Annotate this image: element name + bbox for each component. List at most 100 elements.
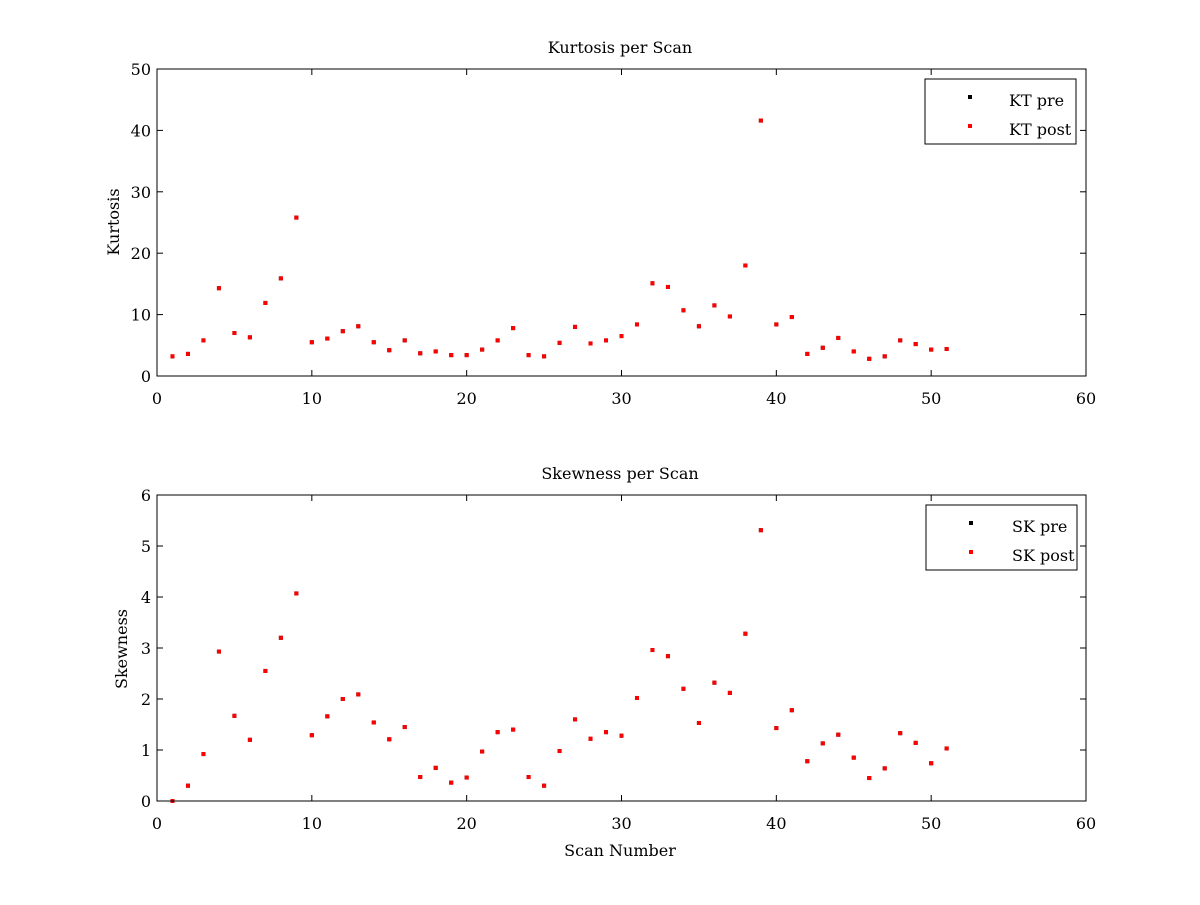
- kurtosis-point-post: [340, 329, 345, 334]
- kurtosis-legend-label-post: KT post: [1009, 120, 1072, 139]
- kurtosis-point-post: [449, 353, 454, 358]
- kurtosis-x-tick-label: 0: [152, 389, 162, 408]
- kurtosis-title: Kurtosis per Scan: [548, 38, 692, 57]
- skewness-legend-label-post: SK post: [1012, 546, 1075, 565]
- skewness-point-post: [294, 591, 299, 596]
- skewness-point-post: [201, 752, 206, 757]
- skewness-legend-box: [925, 504, 1078, 571]
- skewness-point-post: [557, 749, 562, 754]
- skewness-point-post: [681, 686, 686, 691]
- kurtosis-x-tick-label: 40: [766, 389, 786, 408]
- skewness-point-post: [573, 717, 578, 722]
- kurtosis-subplot: Kurtosis per Scan Kurtosis 0 10 20 30 40 50 60…: [104, 38, 1096, 408]
- kurtosis-point-post: [727, 314, 732, 319]
- kurtosis-point-post: [913, 342, 918, 347]
- skewness-y-tick-label: 4: [141, 588, 151, 607]
- kurtosis-point-post: [526, 353, 531, 358]
- kurtosis-axes-box: [156, 68, 1087, 377]
- skewness-point-post: [789, 708, 794, 713]
- kurtosis-point-post: [929, 347, 934, 352]
- skewness-y-tick-label: 5: [141, 537, 151, 556]
- kurtosis-ticks: 0 10 20 30 40 50 60 0 10 20 30 40 50: [131, 60, 1097, 408]
- kurtosis-point-post: [836, 335, 841, 340]
- skewness-point-post: [495, 730, 500, 735]
- skewness-point-post: [898, 731, 903, 736]
- skewness-legend-marker-pre: [969, 521, 973, 525]
- kurtosis-point-post: [774, 322, 779, 327]
- kurtosis-point-post: [619, 334, 624, 339]
- skewness-point-post: [619, 733, 624, 738]
- skewness-point-post: [216, 649, 221, 654]
- kurtosis-legend-label-pre: KT pre: [1009, 91, 1064, 110]
- kurtosis-points: [170, 118, 949, 361]
- kurtosis-point-post: [309, 340, 314, 345]
- kurtosis-point-post: [696, 324, 701, 329]
- kurtosis-point-post: [805, 351, 810, 356]
- skewness-point-post: [758, 528, 763, 533]
- skewness-point-post: [882, 766, 887, 771]
- skewness-point-post: [588, 736, 593, 741]
- kurtosis-legend-marker-pre: [968, 95, 972, 99]
- skewness-point-post: [340, 697, 345, 701]
- kurtosis-point-post: [542, 354, 547, 359]
- kurtosis-point-post: [820, 345, 825, 350]
- kurtosis-point-post: [216, 286, 221, 291]
- skewness-x-tick-label: 0: [152, 814, 162, 833]
- kurtosis-point-post: [278, 276, 283, 281]
- kurtosis-point-post: [588, 341, 593, 346]
- skewness-x-tick-label: 10: [302, 814, 322, 833]
- skewness-point-post: [449, 780, 454, 785]
- skewness-x-tick-label: 40: [766, 814, 786, 833]
- skewness-legend-label-pre: SK pre: [1012, 517, 1067, 536]
- kurtosis-y-tick-label: 30: [131, 183, 151, 202]
- skewness-subplot: Skewness per Scan Skewness Scan Number 0…: [112, 464, 1096, 860]
- skewness-point-post: [356, 692, 361, 697]
- skewness-point-post: [696, 720, 701, 725]
- kurtosis-point-post: [944, 346, 949, 351]
- skewness-point-post: [867, 776, 872, 781]
- kurtosis-point-post: [851, 349, 856, 354]
- kurtosis-point-post: [263, 300, 268, 305]
- kurtosis-point-post: [495, 338, 500, 343]
- skewness-point-post: [650, 648, 655, 653]
- kurtosis-x-tick-label: 30: [611, 389, 631, 408]
- skewness-point-post: [913, 740, 918, 745]
- kurtosis-point-post: [387, 348, 392, 353]
- skewness-point-post: [387, 737, 392, 742]
- kurtosis-point-post: [898, 338, 903, 343]
- kurtosis-x-tick-label: 60: [1076, 389, 1096, 408]
- skewness-point-post: [402, 725, 407, 730]
- skewness-point-post: [851, 755, 856, 760]
- skewness-point-post: [325, 714, 330, 719]
- skewness-point-post: [820, 741, 825, 746]
- kurtosis-point-post: [650, 281, 655, 286]
- skewness-y-tick-label: 1: [141, 741, 151, 760]
- kurtosis-point-post: [511, 326, 516, 331]
- skewness-point-post: [712, 680, 717, 685]
- skewness-y-label: Skewness: [112, 609, 131, 689]
- skewness-x-label: Scan Number: [564, 841, 676, 860]
- skewness-point-post: [929, 761, 934, 766]
- kurtosis-point-post: [557, 340, 562, 345]
- skewness-y-tick-label: 0: [141, 792, 151, 811]
- kurtosis-point-post: [464, 353, 469, 358]
- skewness-point-post: [247, 737, 252, 742]
- skewness-point-post: [774, 726, 779, 731]
- kurtosis-point-post: [232, 331, 237, 336]
- kurtosis-y-tick-label: 0: [141, 367, 151, 386]
- skewness-point-post: [805, 759, 810, 764]
- skewness-point-post: [634, 695, 639, 700]
- kurtosis-y-tick-label: 50: [131, 60, 151, 79]
- skewness-point-post: [278, 635, 283, 640]
- skewness-point-post: [464, 775, 469, 780]
- kurtosis-legend-box: [924, 78, 1077, 145]
- skewness-point-post: [542, 783, 547, 788]
- skewness-point-post: [665, 654, 670, 659]
- skewness-legend: SK pre SK post: [925, 504, 1078, 571]
- skewness-ticks: 0 10 20 30 40 50 60 0 1 2 3 4 5 6: [141, 486, 1096, 833]
- kurtosis-y-tick-label: 10: [131, 306, 151, 325]
- skewness-point-post: [232, 713, 237, 718]
- kurtosis-point-post: [371, 340, 376, 345]
- skewness-point-post: [185, 783, 190, 788]
